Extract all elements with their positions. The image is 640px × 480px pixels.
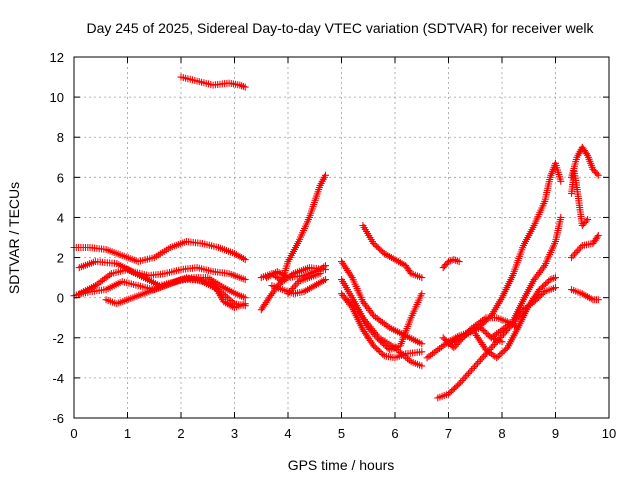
x-tick-label: 10 <box>602 426 616 441</box>
y-tick-label: 12 <box>50 50 64 65</box>
y-tick-label: -4 <box>52 371 64 386</box>
plus-markers <box>70 274 249 310</box>
y-axis-label: SDTVAR / TECUs <box>6 182 22 294</box>
data-track <box>568 286 602 304</box>
x-tick-label: 7 <box>445 426 452 441</box>
data-track <box>70 238 249 266</box>
x-tick-label: 0 <box>70 426 77 441</box>
plus-markers <box>257 264 329 286</box>
plus-markers <box>284 270 324 298</box>
chart-title: Day 245 of 2025, Sidereal Day-to-day VTE… <box>86 20 594 36</box>
y-tick-label: 4 <box>57 210 64 225</box>
y-tick-label: -2 <box>52 331 64 346</box>
data-track <box>568 143 602 181</box>
data-track <box>568 232 602 262</box>
x-tick-label: 5 <box>338 426 345 441</box>
data-track <box>487 213 565 342</box>
y-tick-label: 8 <box>57 130 64 145</box>
y-tick-label: 6 <box>57 170 64 185</box>
data-track <box>439 256 463 272</box>
data-track <box>359 222 426 282</box>
y-tick-label: 10 <box>50 90 64 105</box>
x-tick-label: 6 <box>391 426 398 441</box>
x-tick-label: 1 <box>124 426 131 441</box>
data-track <box>568 167 592 229</box>
plus-markers <box>445 159 565 348</box>
x-tick-label: 9 <box>552 426 559 441</box>
plus-markers <box>487 213 565 342</box>
data-track <box>445 159 565 348</box>
y-tick-label: 0 <box>57 291 64 306</box>
data-track <box>177 73 249 91</box>
plus-markers <box>568 143 602 181</box>
x-tick-label: 4 <box>284 426 291 441</box>
y-axis-ticks: -6 -4 -2 0 2 4 6 8 10 12 <box>50 50 609 426</box>
x-axis-ticks: 0 1 2 3 4 5 6 7 8 9 10 <box>70 57 616 441</box>
data-track <box>284 270 324 298</box>
plus-markers <box>177 73 249 91</box>
plus-markers <box>102 276 249 312</box>
plus-markers <box>343 290 426 354</box>
plus-markers <box>471 274 559 362</box>
plus-markers <box>568 167 592 229</box>
data-track <box>257 264 329 286</box>
x-tick-label: 2 <box>177 426 184 441</box>
y-tick-label: -6 <box>52 411 64 426</box>
plus-markers <box>568 286 602 304</box>
data-track <box>70 274 249 310</box>
data-track <box>471 274 559 362</box>
plus-markers <box>70 238 249 266</box>
data-track <box>338 258 426 348</box>
x-axis-label: GPS time / hours <box>288 457 395 473</box>
y-tick-label: 2 <box>57 251 64 266</box>
plus-markers <box>338 258 426 348</box>
data-markers <box>70 73 602 402</box>
plus-markers <box>439 256 463 272</box>
plus-markers <box>568 232 602 262</box>
data-track <box>102 276 249 312</box>
plus-markers <box>359 222 426 282</box>
x-tick-label: 8 <box>498 426 505 441</box>
x-tick-label: 3 <box>231 426 238 441</box>
data-track <box>343 290 426 354</box>
